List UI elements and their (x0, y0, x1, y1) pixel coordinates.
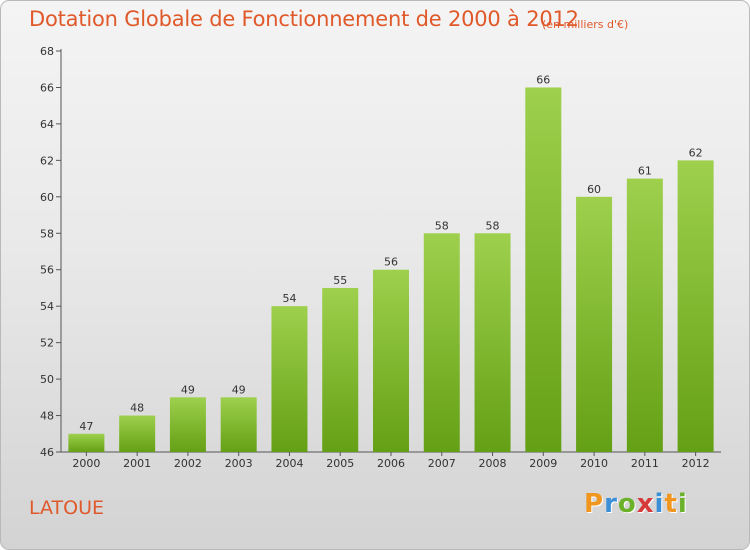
bar-2000 (68, 433, 105, 452)
bar-2001 (119, 415, 156, 452)
y-tick-label: 62 (40, 154, 54, 167)
logo-letter: P (584, 489, 605, 519)
x-tick-label-2012: 2012 (682, 457, 710, 470)
data-label-2002: 49 (181, 383, 195, 396)
data-label-2003: 49 (232, 383, 246, 396)
bar-2009 (525, 87, 562, 453)
data-label-2007: 58 (435, 219, 449, 232)
x-tick-label-2009: 2009 (529, 457, 557, 470)
data-label-2008: 58 (486, 219, 500, 232)
bar-2003 (220, 397, 257, 452)
y-tick-label: 58 (40, 227, 54, 240)
data-label-2001: 48 (130, 402, 144, 415)
data-label-2004: 54 (282, 292, 296, 305)
bar-2005 (322, 287, 359, 452)
unit-label: (en milliers d'€) (542, 18, 629, 31)
x-tick-label-2004: 2004 (275, 457, 303, 470)
y-tick-label: 64 (40, 118, 54, 131)
x-tick-label-2000: 2000 (72, 457, 100, 470)
data-label-2009: 66 (536, 73, 550, 86)
bar-2012 (677, 160, 714, 452)
data-label-2011: 61 (638, 165, 652, 178)
x-tick-label-2006: 2006 (377, 457, 405, 470)
x-tick-label-2002: 2002 (174, 457, 202, 470)
x-tick-label-2007: 2007 (428, 457, 456, 470)
y-tick-label: 48 (40, 410, 54, 423)
logo-letter: i (677, 489, 688, 519)
data-label-2005: 55 (333, 274, 347, 287)
x-tick-label-2008: 2008 (479, 457, 507, 470)
commune-name: LATOUE (29, 497, 105, 519)
data-label-2000: 47 (79, 420, 93, 433)
y-tick-label: 60 (40, 191, 54, 204)
logo-letter: i (654, 489, 665, 519)
bar-2007 (423, 233, 460, 452)
y-tick-label: 46 (40, 446, 54, 459)
data-label-2006: 56 (384, 256, 398, 269)
logo-letter: o (617, 489, 637, 519)
x-tick-label-2011: 2011 (631, 457, 659, 470)
y-tick-label: 54 (40, 300, 54, 313)
logo-letter: x (636, 489, 655, 519)
bar-2002 (169, 397, 206, 452)
x-tick-label-2010: 2010 (580, 457, 608, 470)
y-tick-label: 66 (40, 81, 54, 94)
bar-2004 (271, 306, 308, 452)
chart-title: Dotation Globale de Fonctionnement de 20… (29, 7, 579, 31)
x-tick-label-2005: 2005 (326, 457, 354, 470)
y-tick-label: 56 (40, 264, 54, 277)
proxiti-logo: Proxiti (584, 489, 688, 519)
y-tick-label: 52 (40, 337, 54, 350)
logo-letter: r (604, 489, 618, 519)
x-tick-label-2001: 2001 (123, 457, 151, 470)
y-tick-label: 50 (40, 373, 54, 386)
bar-2006 (373, 269, 409, 452)
bar-2011 (626, 178, 663, 452)
data-label-2010: 60 (587, 183, 601, 196)
bar-2010 (576, 196, 613, 452)
x-tick-label-2003: 2003 (225, 457, 253, 470)
logo-letter: t (664, 489, 678, 519)
y-tick-label: 68 (40, 45, 54, 58)
bar-2008 (474, 233, 511, 452)
data-label-2012: 62 (689, 146, 703, 159)
